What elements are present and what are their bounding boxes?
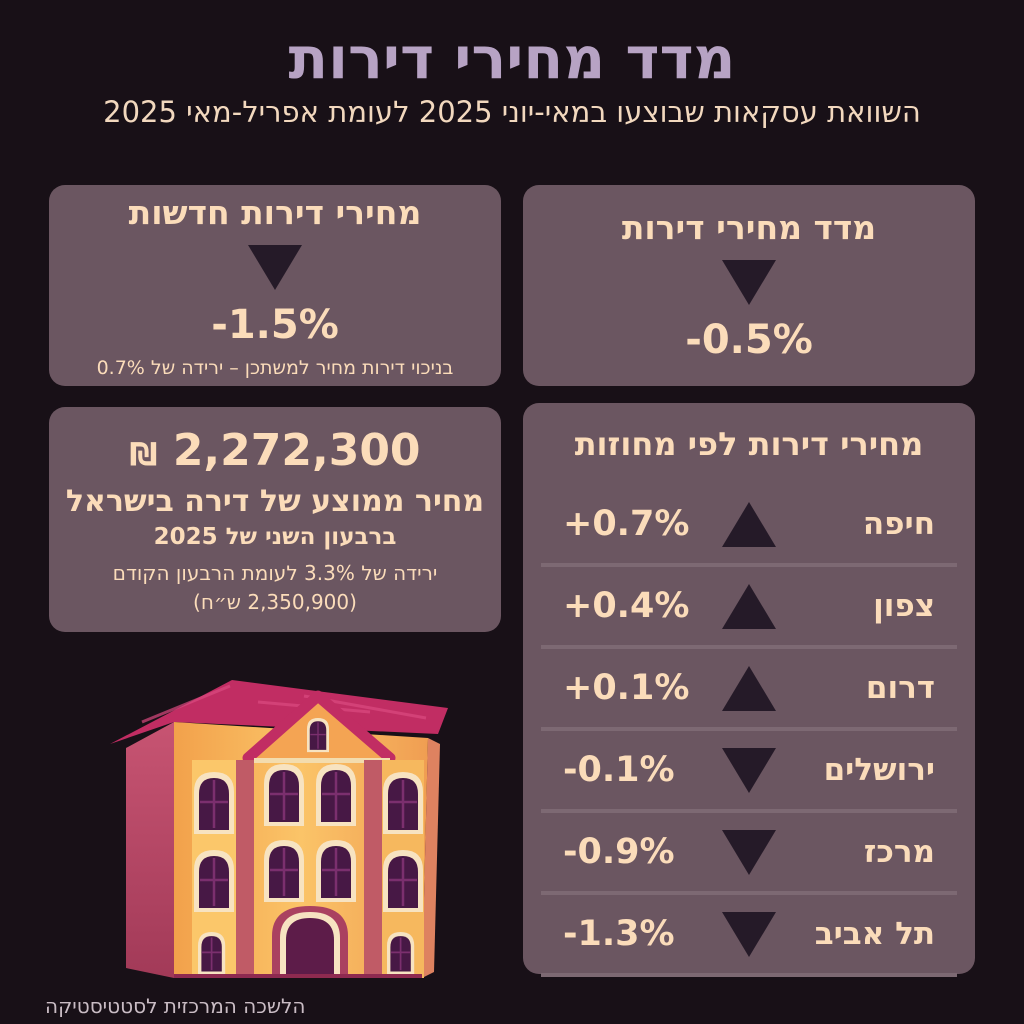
district-row-haifa: חיפה +0.7%	[541, 485, 957, 567]
district-name: חיפה	[862, 506, 935, 542]
trend-triangle-icon	[722, 583, 776, 629]
shekel-currency-symbol: ₪	[129, 437, 158, 473]
previous-quarter-price: (2,350,900 ש״ח)	[193, 590, 357, 614]
panel-value: -0.5%	[685, 317, 813, 363]
footer-credit: הלשכה המרכזית לסטטיסטיקה	[45, 994, 306, 1018]
district-value: -0.9%	[563, 832, 675, 872]
district-value: +0.4%	[563, 586, 690, 626]
district-name: תל אביב	[814, 916, 935, 952]
trend-triangle-icon	[722, 829, 776, 875]
panel-average-price: ₪ 2,272,300 מחיר ממוצע של דירה בישראל בר…	[49, 407, 501, 632]
panel-districts: מחירי דירות לפי מחוזות חיפה +0.7% צפון +…	[523, 403, 975, 977]
panel-title: מחירי דירות לפי מחוזות	[574, 425, 924, 463]
average-price-caption: מחיר ממוצע של דירה בישראל	[65, 484, 485, 519]
panel-title: מחירי דירות חדשות	[128, 192, 422, 232]
district-row-jerusalem: ירושלים -0.1%	[541, 731, 957, 813]
panel-title: מדד מחירי דירות	[621, 208, 877, 247]
district-value: +0.1%	[563, 668, 690, 708]
average-price-value: ₪ 2,272,300	[129, 425, 420, 476]
building-illustration	[108, 660, 452, 996]
price-amount: 2,272,300	[172, 425, 421, 476]
district-rows: חיפה +0.7% צפון +0.4% דרום +0.1% ירושלים…	[541, 485, 957, 977]
trend-triangle-icon	[722, 747, 776, 793]
district-row-north: צפון +0.4%	[541, 567, 957, 649]
trend-triangle-icon	[722, 911, 776, 957]
district-row-center: מרכז -0.9%	[541, 813, 957, 895]
panel-value: -1.5%	[211, 301, 339, 348]
panel-note: בניכוי דירות מחיר למשתכן – ירידה של 0.7%	[96, 356, 454, 379]
district-value: -0.1%	[563, 750, 675, 790]
page-subtitle: השוואת עסקאות שבוצעו במאי-יוני 2025 לעומ…	[103, 94, 921, 129]
district-row-south: דרום +0.1%	[541, 649, 957, 731]
header: מדד מחירי דירות השוואת עסקאות שבוצעו במא…	[0, 26, 1024, 129]
down-triangle-icon	[248, 244, 302, 290]
district-name: מרכז	[863, 834, 935, 870]
trend-triangle-icon	[722, 501, 776, 547]
district-name: דרום	[865, 670, 935, 706]
district-name: ירושלים	[823, 752, 935, 788]
district-value: -1.3%	[563, 914, 675, 954]
quarter-change-note: ירידה של 3.3% לעומת הרבעון הקודם	[112, 561, 438, 585]
trend-triangle-icon	[722, 665, 776, 711]
panel-new-home-prices: מחירי דירות חדשות -1.5% בניכוי דירות מחי…	[49, 185, 501, 386]
page-title: מדד מחירי דירות	[288, 24, 736, 92]
average-price-period: ברבעון השני של 2025	[153, 524, 397, 550]
building-icon	[110, 680, 448, 978]
district-value: +0.7%	[563, 504, 690, 544]
district-name: צפון	[873, 588, 935, 624]
district-row-tel-aviv: תל אביב -1.3%	[541, 895, 957, 977]
panel-price-index: מדד מחירי דירות -0.5%	[523, 185, 975, 386]
down-triangle-icon	[722, 260, 776, 305]
